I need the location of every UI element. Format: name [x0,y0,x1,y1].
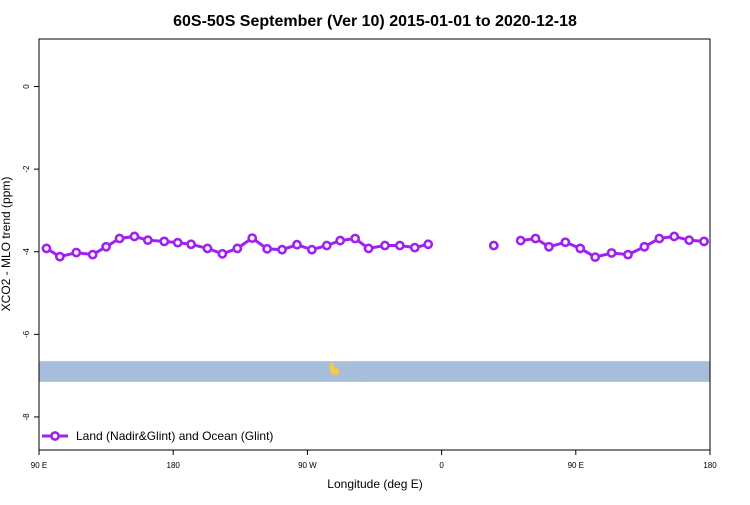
data-point [380,240,390,251]
legend-label: Land (Nadir&Glint) and Ocean (Glint) [76,429,273,443]
data-point [409,242,420,253]
y-axis-label: XCO2 - MLO trend (ppm) [0,177,13,312]
data-point [654,233,665,244]
legend-marker [50,431,60,441]
data-point [306,244,317,255]
x-axis-label: Longitude (deg E) [327,477,422,491]
data-point [202,243,213,254]
x-tick-label: 90 E [31,461,47,470]
data-point [363,243,374,254]
data-point [172,237,183,248]
data-point [321,240,332,251]
x-tick-label: 0 [439,461,444,470]
data-point [277,244,287,255]
data-point [530,233,541,244]
data-point [159,236,170,247]
data-point [262,243,273,254]
y-tick-label: -6 [22,330,31,338]
data-point [335,235,346,246]
x-tick-label: 90 W [298,461,317,470]
data-point [350,233,361,244]
data-point [101,241,111,252]
legend: Land (Nadir&Glint) and Ocean (Glint) [42,429,273,443]
data-point [186,239,196,250]
x-axis: 90 E 180 90 W 0 90 E 180 [31,450,717,470]
data-point [292,239,302,250]
data-point [623,249,633,260]
y-tick-label: -8 [22,413,31,421]
data-point [247,233,258,243]
land-patch [361,375,363,377]
y-tick-label: -2 [22,165,31,173]
data-point [560,237,571,248]
land-ocean-strip [39,361,710,382]
data-point [639,241,650,252]
data-point [590,252,601,262]
data-point [575,243,586,254]
data-point [114,233,125,244]
data-point [217,248,228,259]
x-tick-label: 180 [703,461,717,470]
data-point [515,235,526,246]
land-patch [331,368,339,375]
data-point [142,235,153,246]
data-point [606,248,617,258]
data-point [41,243,52,254]
data-point [488,240,499,251]
y-tick-label: -4 [22,248,31,256]
land-patch [329,363,335,373]
series-layer [41,231,709,262]
data-point [54,251,65,262]
data-point [684,235,695,246]
data-point [71,247,82,258]
land-patch [343,364,345,366]
data-point [232,243,243,254]
x-tick-label: 90 E [568,461,584,470]
data-point [394,240,405,251]
x-tick-label: 180 [167,461,181,470]
data-point [423,239,434,250]
data-point [87,249,98,260]
chart-title: 60S-50S September (Ver 10) 2015-01-01 to… [173,13,577,30]
data-point [544,241,554,252]
y-tick-label: 0 [22,84,31,89]
data-point [699,236,709,247]
data-point [669,231,680,242]
data-point [129,231,140,242]
plot-frame [38,38,711,451]
ocean-band [39,361,710,382]
y-axis: 0 -2 -4 -6 -8 [22,84,39,421]
